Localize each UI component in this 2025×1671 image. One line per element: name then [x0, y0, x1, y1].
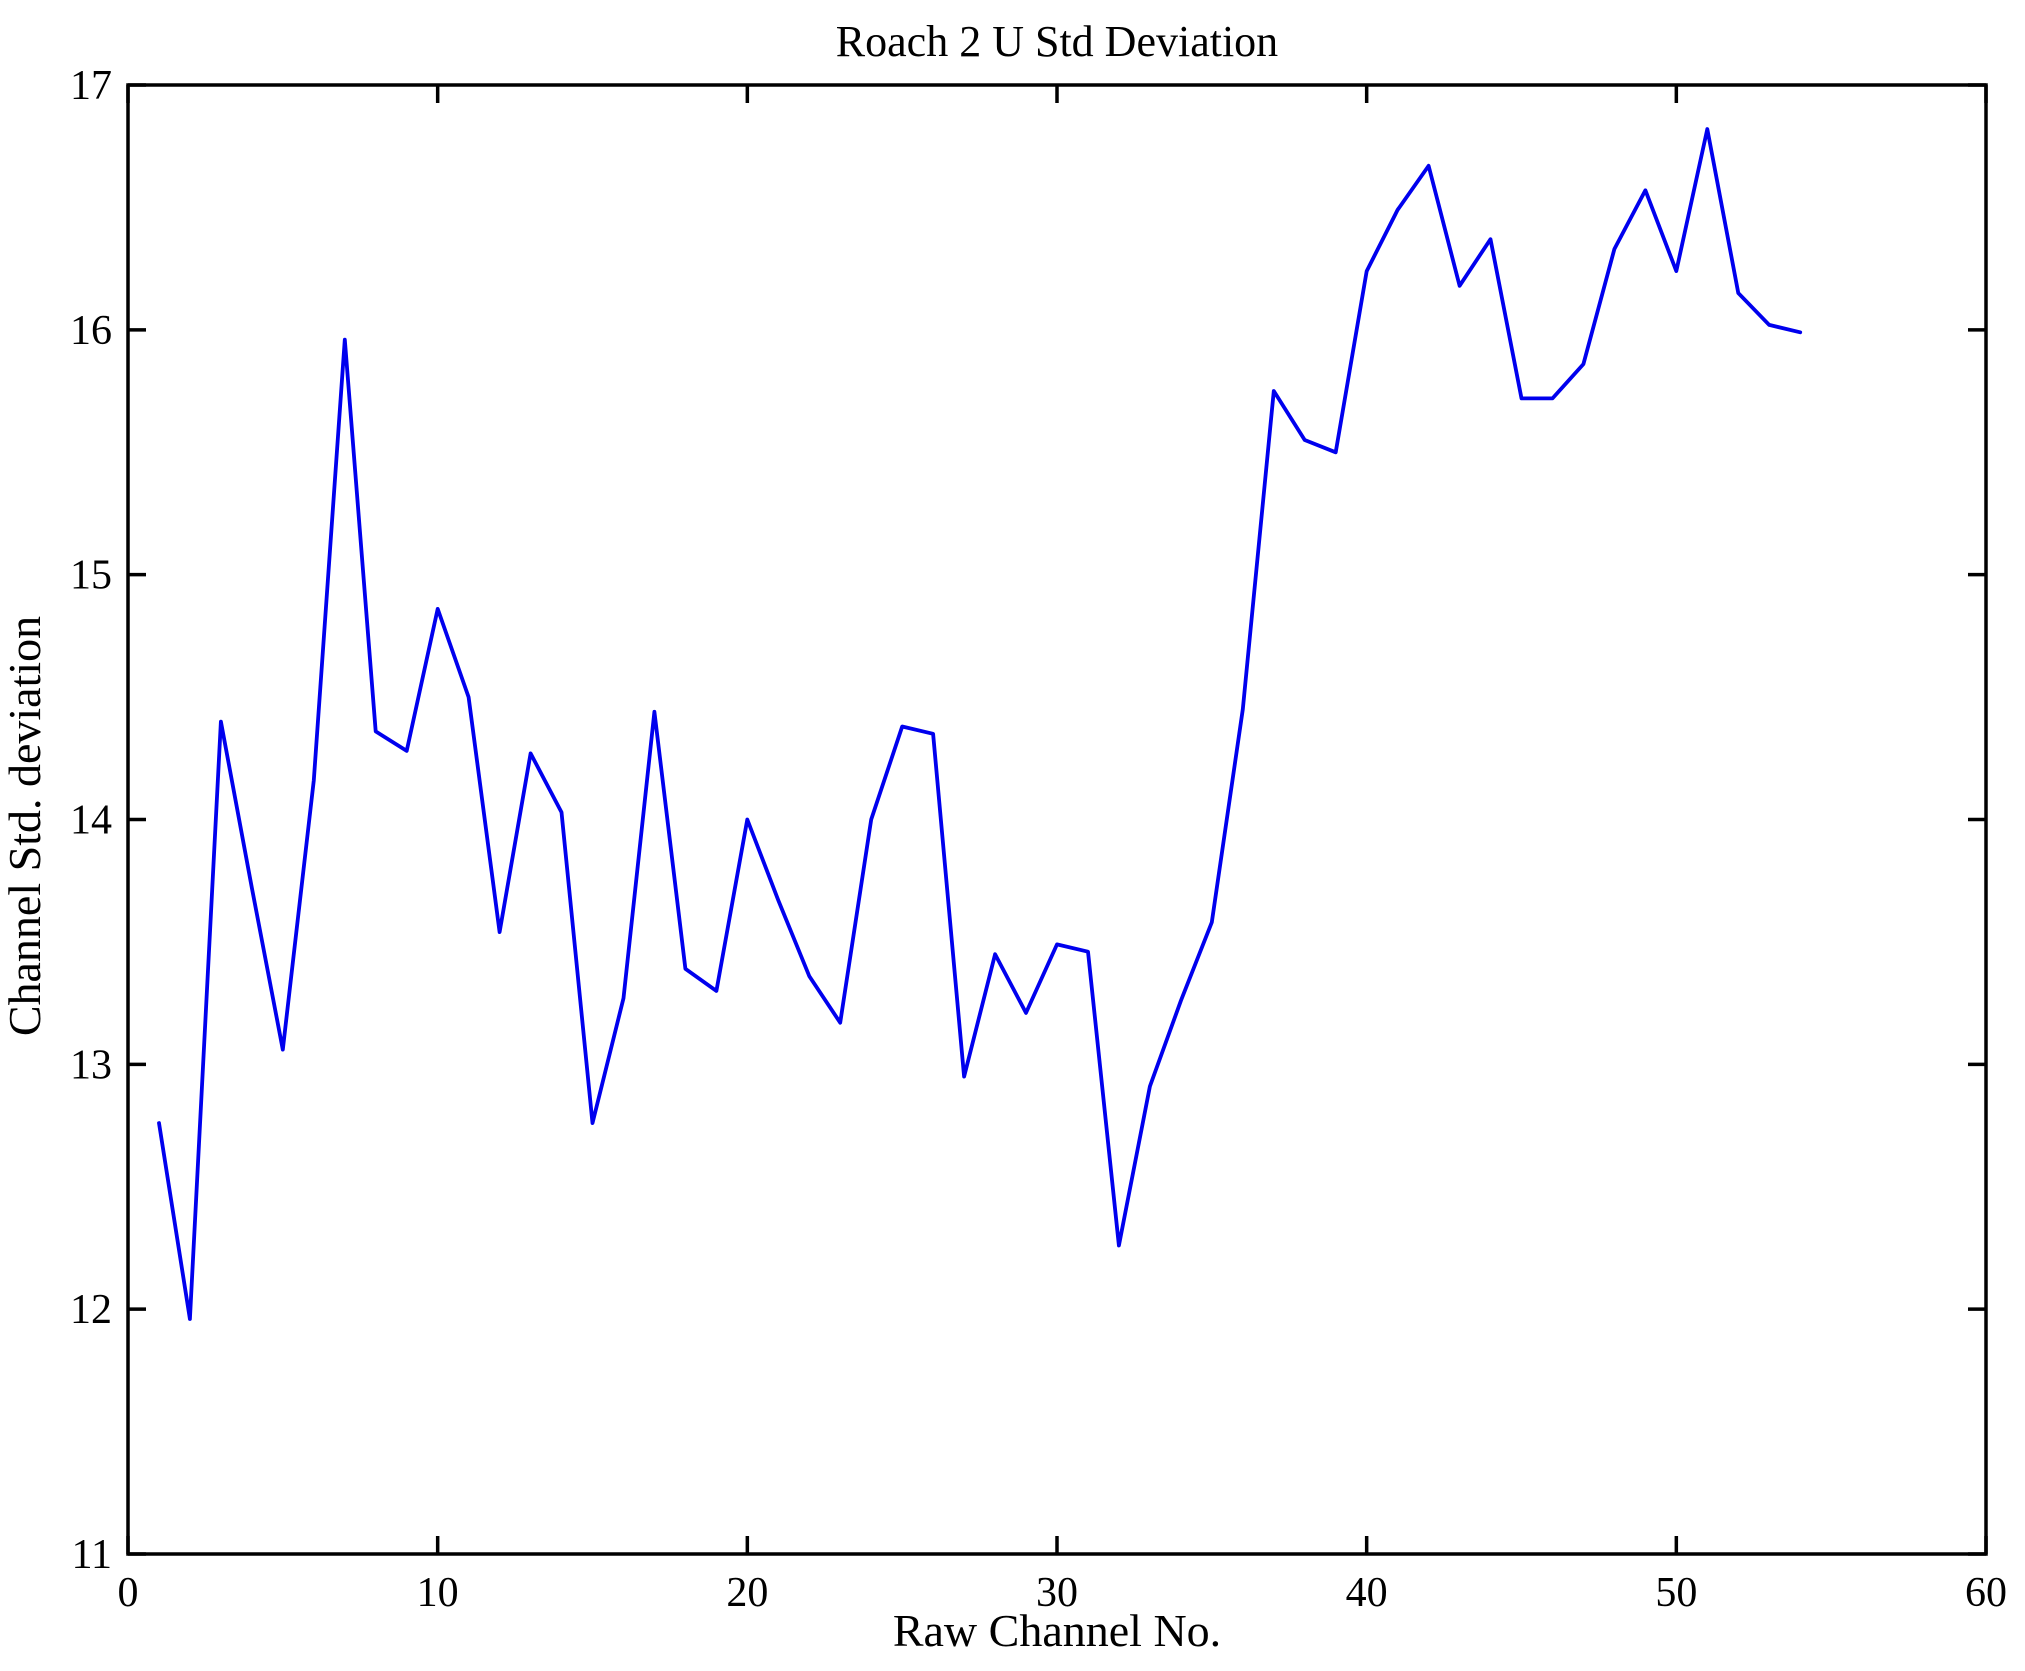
x-tick-label: 0 — [118, 1570, 139, 1616]
x-tick-label: 30 — [1036, 1570, 1078, 1616]
x-tick-label: 10 — [417, 1570, 459, 1616]
chart-title: Roach 2 U Std Deviation — [835, 17, 1279, 66]
y-tick-label: 14 — [70, 798, 112, 844]
y-tick-label: 13 — [70, 1042, 112, 1088]
y-tick-label: 15 — [70, 553, 112, 599]
y-tick-label: 12 — [70, 1287, 112, 1333]
x-tick-label: 50 — [1655, 1570, 1697, 1616]
y-axis-label: Channel Std. deviation — [0, 615, 50, 1037]
data-series-line — [157, 127, 1803, 1321]
y-tick-label: 11 — [72, 1532, 112, 1578]
axis-box — [126, 83, 1988, 1556]
y-tick-label: 17 — [70, 63, 112, 109]
y-tick-label: 16 — [70, 308, 112, 354]
x-axis-label: Raw Channel No. — [892, 1605, 1222, 1656]
x-tick-label: 60 — [1965, 1570, 2007, 1616]
x-tick-label: 40 — [1346, 1570, 1388, 1616]
x-tick-label: 20 — [726, 1570, 768, 1616]
